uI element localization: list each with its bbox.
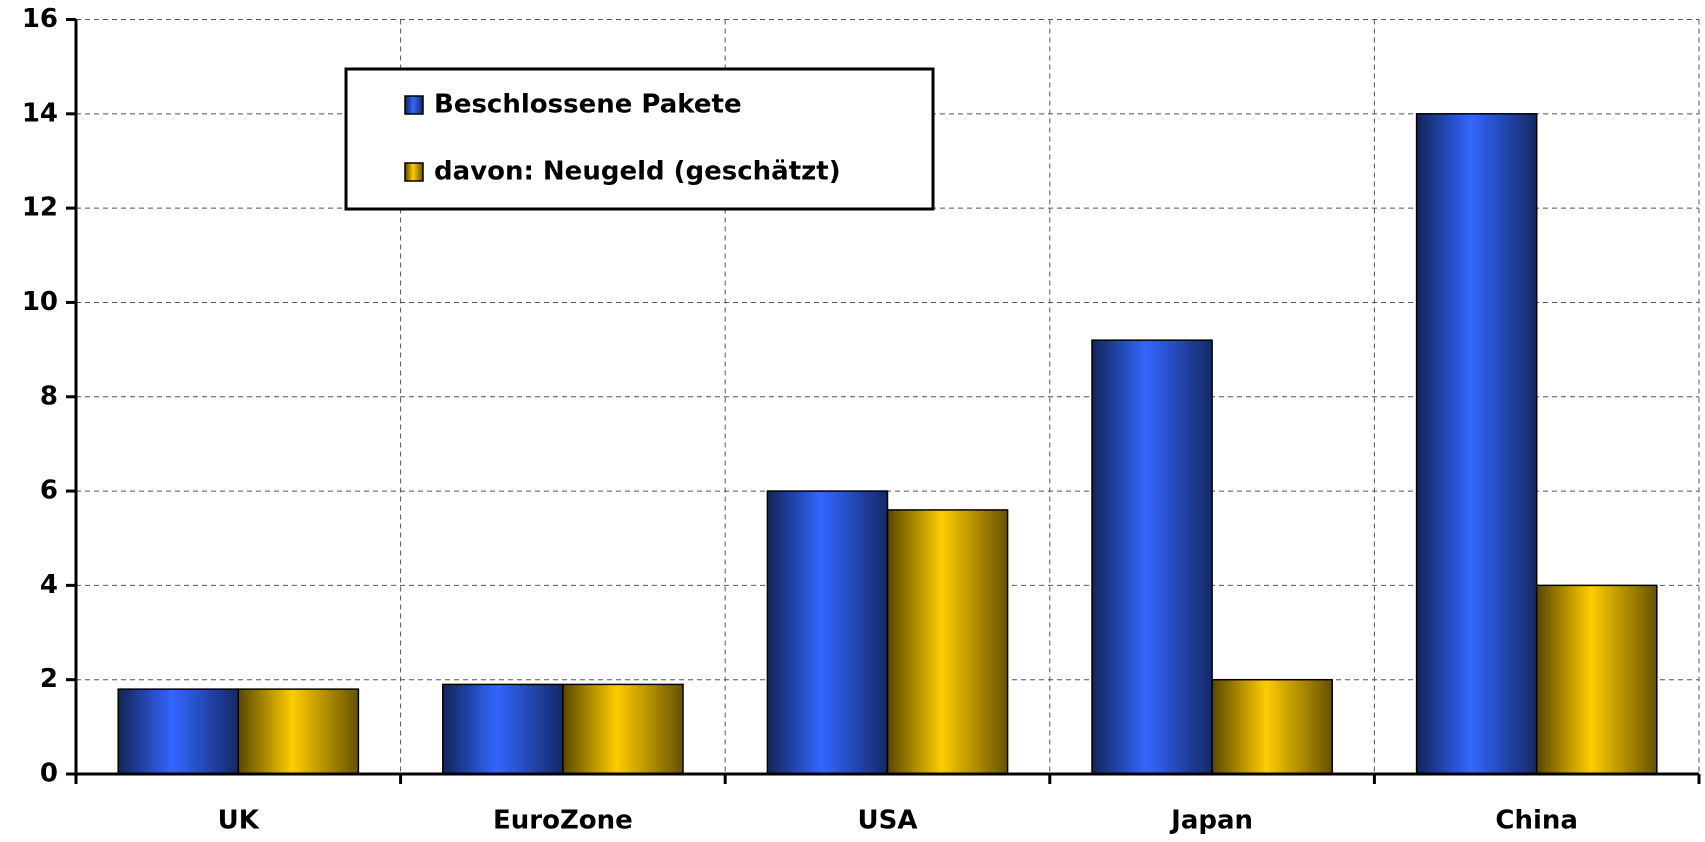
bar: [442, 683, 564, 775]
y-tick-label: 12: [22, 193, 58, 223]
bar: [766, 490, 889, 775]
legend-label: Beschlossene Pakete: [434, 90, 742, 120]
bar: [1415, 113, 1538, 775]
y-tick-label: 10: [22, 287, 58, 317]
x-tick-label: EuroZone: [493, 806, 633, 836]
x-tick-label: USA: [858, 806, 918, 836]
bar: [117, 688, 240, 775]
x-tick-label: Japan: [1169, 806, 1253, 836]
y-tick-label: 2: [40, 664, 58, 694]
x-tick-label: UK: [218, 806, 260, 836]
y-tick-label: 0: [40, 759, 58, 789]
y-tick-label: 4: [40, 570, 58, 600]
bar: [1091, 339, 1213, 775]
y-tick-label: 8: [40, 381, 58, 411]
bar: [237, 688, 360, 775]
y-tick-label: 14: [22, 98, 58, 128]
legend-label: davon: Neugeld (geschätzt): [434, 157, 841, 187]
bar: [1211, 678, 1333, 775]
legend-swatch: [404, 162, 424, 182]
x-tick-label: China: [1495, 806, 1578, 836]
bar: [562, 683, 684, 775]
y-tick-label: 6: [40, 476, 58, 506]
bar: [1535, 584, 1658, 775]
bar: [886, 509, 1009, 775]
legend: Beschlossene Pakete davon: Neugeld (gesch…: [344, 67, 935, 211]
y-tick-label: 16: [22, 4, 58, 34]
legend-box: [344, 67, 935, 211]
legend-swatch: [404, 95, 424, 115]
